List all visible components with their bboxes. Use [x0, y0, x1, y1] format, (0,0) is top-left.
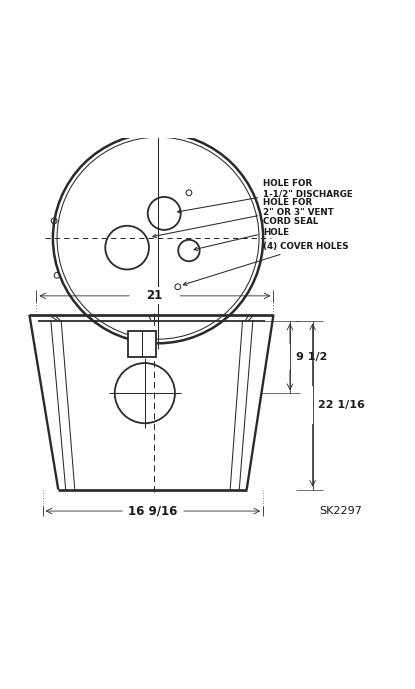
Text: CORD SEAL
HOLE: CORD SEAL HOLE: [194, 217, 319, 251]
Text: 16 9/16: 16 9/16: [128, 504, 178, 517]
Bar: [128, 331, 156, 357]
Text: 22 1/16: 22 1/16: [318, 400, 365, 410]
Text: HOLE FOR
2" OR 3" VENT: HOLE FOR 2" OR 3" VENT: [153, 198, 334, 238]
Text: 9 1/2: 9 1/2: [296, 352, 327, 362]
Text: (4) COVER HOLES: (4) COVER HOLES: [183, 242, 349, 285]
Text: SK2297: SK2297: [319, 506, 362, 516]
Text: HOLE FOR
1-1/2" DISCHARGE: HOLE FOR 1-1/2" DISCHARGE: [178, 179, 353, 213]
Text: 21: 21: [146, 289, 163, 302]
